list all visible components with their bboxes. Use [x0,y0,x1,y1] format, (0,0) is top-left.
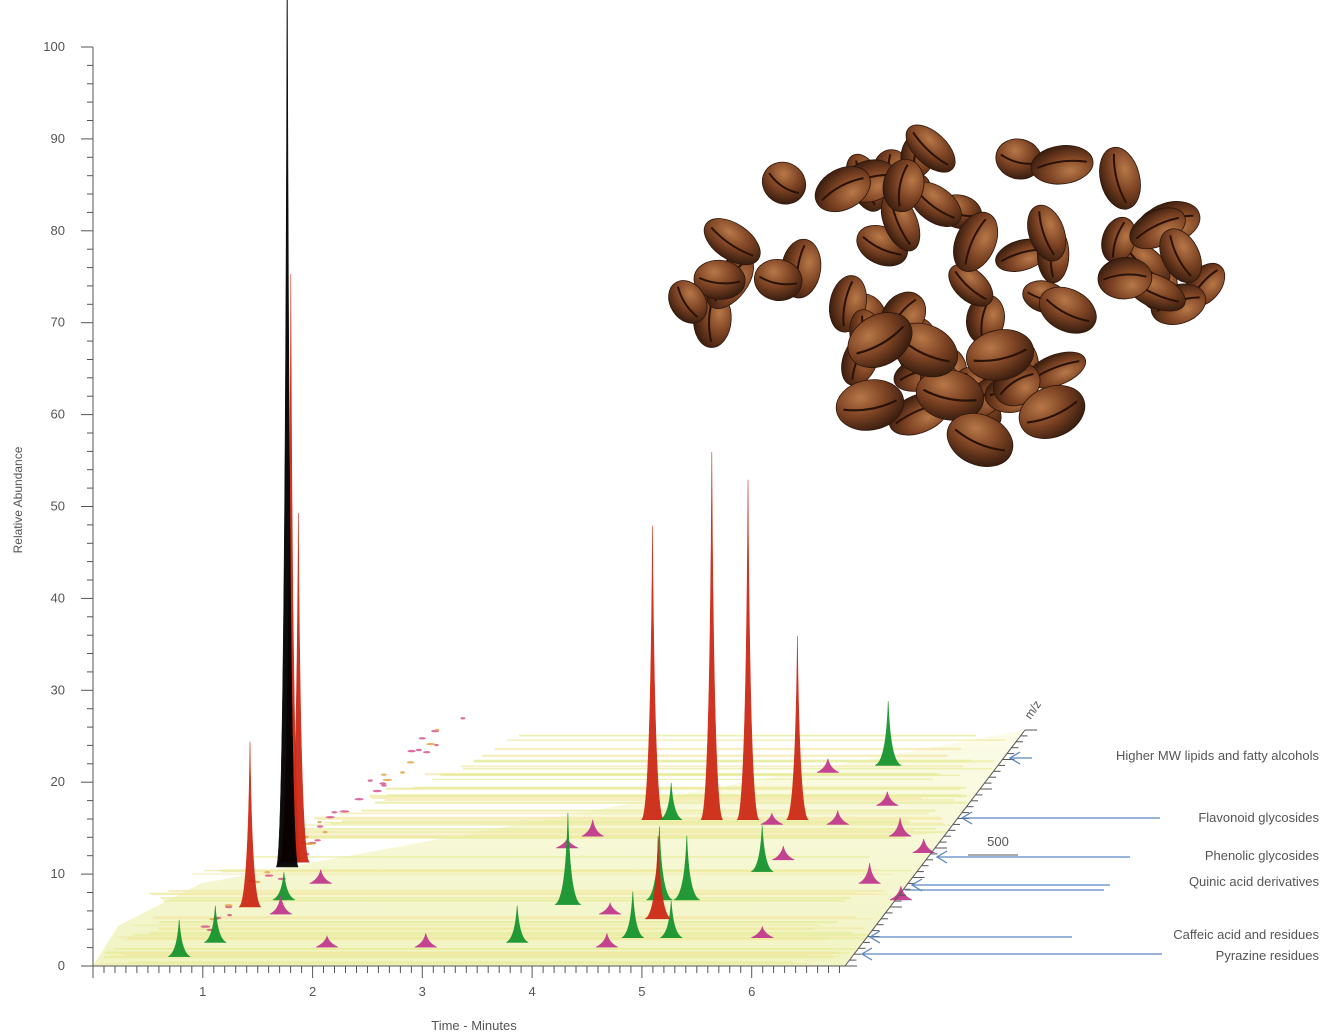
peak [888,817,912,837]
y-tick-label: 10 [51,866,65,881]
coffee-bean [1030,145,1094,185]
peak [272,872,296,901]
mz-axis [844,729,1037,967]
peak [673,835,700,901]
y-axis: 0 10 20 30 40 50 60 70 80 90 100 [43,39,94,973]
peak [772,845,795,861]
mz-annotation-label: Quinic acid derivatives [1189,874,1320,889]
peak [621,891,644,938]
y-tick-label: 20 [51,774,65,789]
coffee-bean [1099,146,1141,210]
peak [554,812,582,905]
mz-tick-label-500: 500 [987,834,1009,849]
peak [736,479,760,820]
peak [309,869,332,884]
peak [414,933,437,948]
x-tick-label: 6 [748,984,755,999]
y-tick-label: 50 [51,499,65,514]
peak [644,836,672,920]
peak [751,825,774,872]
peak [595,933,619,948]
mz-axis-label: m/z [1021,698,1044,722]
peak [751,925,774,938]
mz-annotation-label: Flavonoid glycosides [1198,810,1319,825]
coffee-bean [965,329,1035,381]
y-tick-label: 30 [51,682,65,697]
chromatogram-peaks [168,0,935,957]
peak [760,812,784,825]
x-tick-label: 4 [528,984,535,999]
peak [238,741,262,908]
x-tick-label: 2 [309,984,316,999]
coffee-bean [946,413,1014,467]
coffee-bean [703,218,761,266]
coffee-bean [693,259,746,300]
coffee-bean [1097,257,1153,300]
mz-annotation-label: Pyrazine residues [1216,948,1320,963]
peak [506,905,529,943]
peak [275,0,299,868]
coffee-bean [1027,204,1067,262]
x-axis-label: Time - Minutes [431,1018,517,1033]
y-tick-label: 90 [51,131,65,146]
x-tick-label: 1 [199,984,206,999]
coffee-bean [915,369,985,421]
y-axis-label: Relative Abundance [11,446,25,553]
mz-annotation-label: Phenolic glycosides [1205,848,1320,863]
coffee-bean [668,280,708,324]
peak [826,810,849,825]
peak [700,452,724,820]
mz-annotation-label: Caffeic acid and residues [1173,927,1319,942]
peak [858,863,881,884]
coffee-bean [905,124,956,173]
x-axis: 1 2 3 4 5 6 [92,965,845,999]
coffee-bean [948,263,994,307]
coffee-bean [814,166,871,213]
peak [876,791,899,806]
peak [269,895,292,915]
coffee-bean [835,379,905,431]
coffee-bean [847,312,913,368]
y-tick-label: 70 [51,315,65,330]
peak [204,905,227,943]
peak [660,782,683,820]
y-tick-label: 60 [51,407,65,422]
coffee-bean [882,158,925,213]
coffee-beans-icon [668,124,1226,467]
coffee-bean [1038,286,1097,334]
y-tick-label: 100 [43,39,65,54]
mz-annotation-label: Higher MW lipids and fatty alcohols [1116,748,1320,763]
coffee-bean [761,161,807,205]
peak [641,525,664,820]
coffee-bean [1018,385,1086,439]
coffee-bean [753,258,803,302]
peak [581,819,604,837]
coffee-bean [1159,228,1202,283]
y-tick-label: 0 [58,958,65,973]
peak [598,902,622,915]
peak [912,838,935,853]
peak [816,758,840,773]
peak [315,935,339,948]
peak [786,635,809,820]
peak [168,919,191,957]
x-tick-label: 3 [419,984,426,999]
peak [660,900,683,938]
peak [875,701,902,766]
x-tick-label: 5 [638,984,645,999]
coffee-bean [1101,216,1137,264]
mz-annotations: Higher MW lipids and fatty alcohols Flavo… [860,748,1320,963]
y-tick-label: 80 [51,223,65,238]
y-tick-label: 40 [51,590,65,605]
coffee-bean [953,211,999,272]
